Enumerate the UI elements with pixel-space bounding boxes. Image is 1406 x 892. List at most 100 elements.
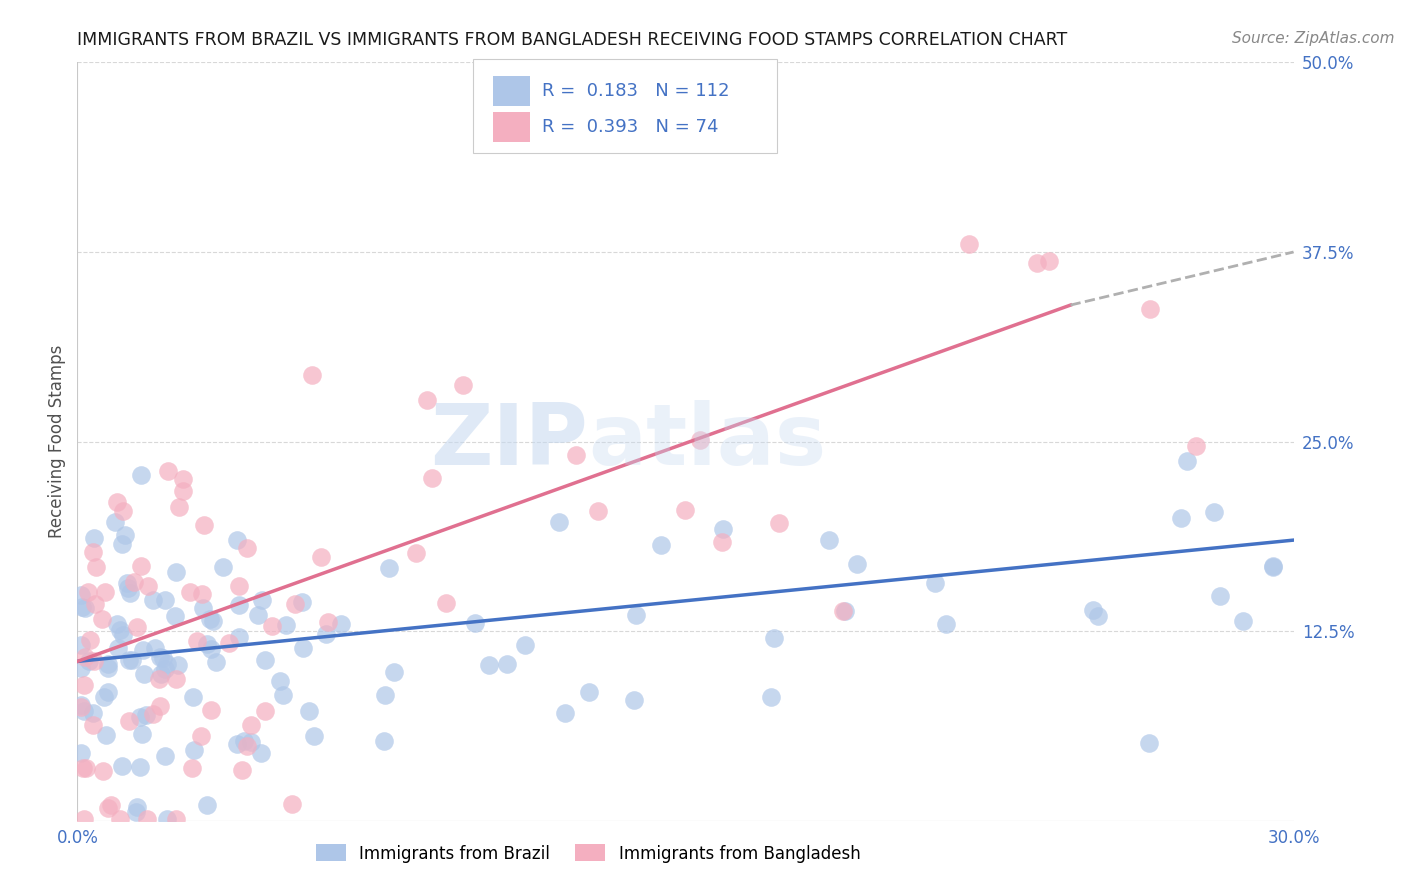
Point	[152, 650, 174, 665]
Point	[118, 586, 141, 600]
Point	[73, 704, 96, 718]
Point	[846, 557, 869, 571]
Point	[195, 637, 218, 651]
Point	[143, 641, 166, 656]
Point	[191, 601, 214, 615]
Point	[226, 533, 249, 548]
Point	[180, 761, 202, 775]
Point	[200, 703, 222, 717]
Legend: Immigrants from Brazil, Immigrants from Bangladesh: Immigrants from Brazil, Immigrants from …	[309, 838, 868, 869]
Point	[75, 649, 97, 664]
Point	[148, 699, 170, 714]
Point	[107, 617, 129, 632]
Point	[315, 627, 337, 641]
Point	[107, 640, 129, 655]
Point	[142, 706, 165, 721]
Point	[118, 652, 141, 666]
Point	[181, 690, 204, 704]
Point	[128, 760, 150, 774]
Point	[281, 797, 304, 811]
Point	[172, 483, 194, 498]
Text: Source: ZipAtlas.com: Source: ZipAtlas.com	[1232, 31, 1395, 46]
Point	[165, 812, 187, 826]
FancyBboxPatch shape	[472, 59, 776, 153]
Point	[70, 600, 93, 615]
Point	[118, 714, 141, 728]
Point	[434, 596, 457, 610]
Point	[240, 735, 263, 749]
Point	[75, 761, 97, 775]
Point	[77, 585, 100, 599]
Point	[297, 704, 319, 718]
Point	[96, 728, 118, 742]
Point	[121, 653, 143, 667]
Point	[834, 604, 856, 618]
Point	[578, 684, 600, 698]
Point	[212, 560, 235, 574]
Point	[97, 657, 120, 671]
Point	[269, 674, 291, 689]
Point	[93, 690, 115, 705]
Point	[451, 378, 474, 392]
Point	[179, 585, 201, 599]
Point	[156, 657, 179, 672]
Point	[117, 581, 139, 595]
Text: ZIP: ZIP	[430, 400, 588, 483]
Point	[125, 805, 148, 819]
Point	[935, 616, 957, 631]
Point	[260, 619, 283, 633]
Point	[301, 368, 323, 382]
Point	[70, 746, 93, 760]
Point	[108, 812, 131, 826]
Point	[165, 609, 187, 624]
Point	[186, 633, 208, 648]
Point	[1139, 301, 1161, 316]
Point	[183, 742, 205, 756]
Point	[689, 433, 711, 447]
Point	[111, 628, 134, 642]
Point	[97, 801, 120, 815]
Point	[1137, 736, 1160, 750]
Point	[132, 642, 155, 657]
Point	[924, 576, 946, 591]
Point	[131, 559, 153, 574]
Point	[231, 764, 253, 778]
Point	[763, 632, 786, 646]
Point	[195, 798, 218, 813]
Point	[1025, 256, 1047, 270]
Point	[1232, 614, 1254, 628]
Point	[100, 798, 122, 813]
Point	[70, 698, 93, 712]
Point	[831, 604, 853, 618]
Point	[190, 730, 212, 744]
Point	[153, 662, 176, 676]
FancyBboxPatch shape	[494, 76, 530, 106]
Point	[110, 623, 132, 637]
Point	[77, 655, 100, 669]
Point	[422, 471, 444, 485]
Point	[496, 657, 519, 671]
Point	[250, 746, 273, 760]
Text: IMMIGRANTS FROM BRAZIL VS IMMIGRANTS FROM BANGLADESH RECEIVING FOOD STAMPS CORRE: IMMIGRANTS FROM BRAZIL VS IMMIGRANTS FRO…	[77, 31, 1067, 49]
Point	[111, 759, 134, 773]
Point	[1175, 454, 1198, 468]
Point	[316, 615, 339, 629]
Point	[226, 737, 249, 751]
Point	[105, 494, 128, 508]
Point	[1185, 438, 1208, 452]
Point	[232, 734, 254, 748]
Point	[111, 537, 134, 551]
Point	[70, 700, 93, 714]
Point	[292, 640, 315, 655]
Point	[153, 749, 176, 764]
Point	[84, 560, 107, 574]
Point	[138, 579, 160, 593]
Point	[166, 658, 188, 673]
Point	[228, 579, 250, 593]
Point	[464, 615, 486, 630]
Point	[228, 630, 250, 644]
Point	[1083, 603, 1105, 617]
Point	[172, 472, 194, 486]
Point	[83, 531, 105, 545]
Point	[153, 593, 176, 607]
